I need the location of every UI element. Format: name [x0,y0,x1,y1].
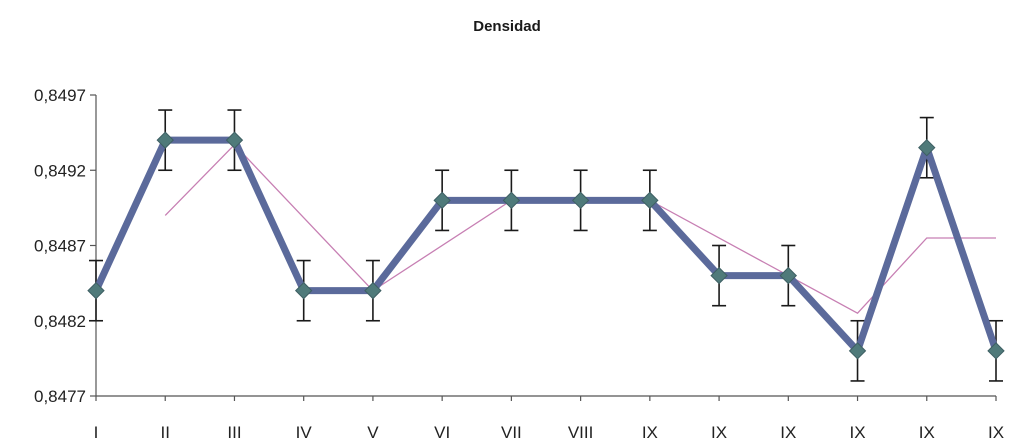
x-tick-label: I [94,423,99,442]
y-tick-label: 0,8487 [34,237,86,256]
data-point [987,342,1005,360]
data-point [710,266,728,285]
x-tick-label: VII [501,423,522,442]
data-point [779,266,798,285]
data-point [641,191,659,210]
data-point [87,281,105,300]
x-tick-label: III [227,423,241,442]
y-tick-label: 0,8497 [34,86,86,105]
y-tick-label: 0,8482 [34,312,86,331]
data-point [502,191,521,210]
x-tick-label: II [161,423,170,442]
x-tick-label: V [367,423,379,442]
x-tick-label: IX [642,423,658,442]
data-point [571,191,590,210]
error-bars [89,109,1003,382]
data-point [156,131,174,149]
x-tick-label: IX [850,423,866,442]
data-point [433,191,451,210]
main-series [92,136,1000,355]
x-tick-label: IX [988,423,1004,442]
y-tick-label: 0,8492 [34,161,86,180]
markers [87,131,1005,360]
chart-title: Densidad [473,18,541,35]
x-tick-label: IX [711,423,727,442]
data-point [294,281,313,300]
x-tick-label: VIII [568,423,594,442]
x-tick-label: VI [434,423,450,442]
x-tick-label: IX [919,423,935,442]
x-ticks: I II III IV V VI VII VIII IX IX IX IX IX IX [94,396,1004,442]
data-point [918,138,936,157]
data-point [225,131,244,149]
series-line [92,136,1000,355]
x-tick-label: IX [780,423,796,442]
data-point [364,281,382,300]
x-tick-label: IV [296,423,313,442]
y-ticks: 0,8477 0,8482 0,8487 0,8492 0,8497 [34,86,96,406]
data-point [848,342,867,360]
y-tick-label: 0,8477 [34,387,86,406]
